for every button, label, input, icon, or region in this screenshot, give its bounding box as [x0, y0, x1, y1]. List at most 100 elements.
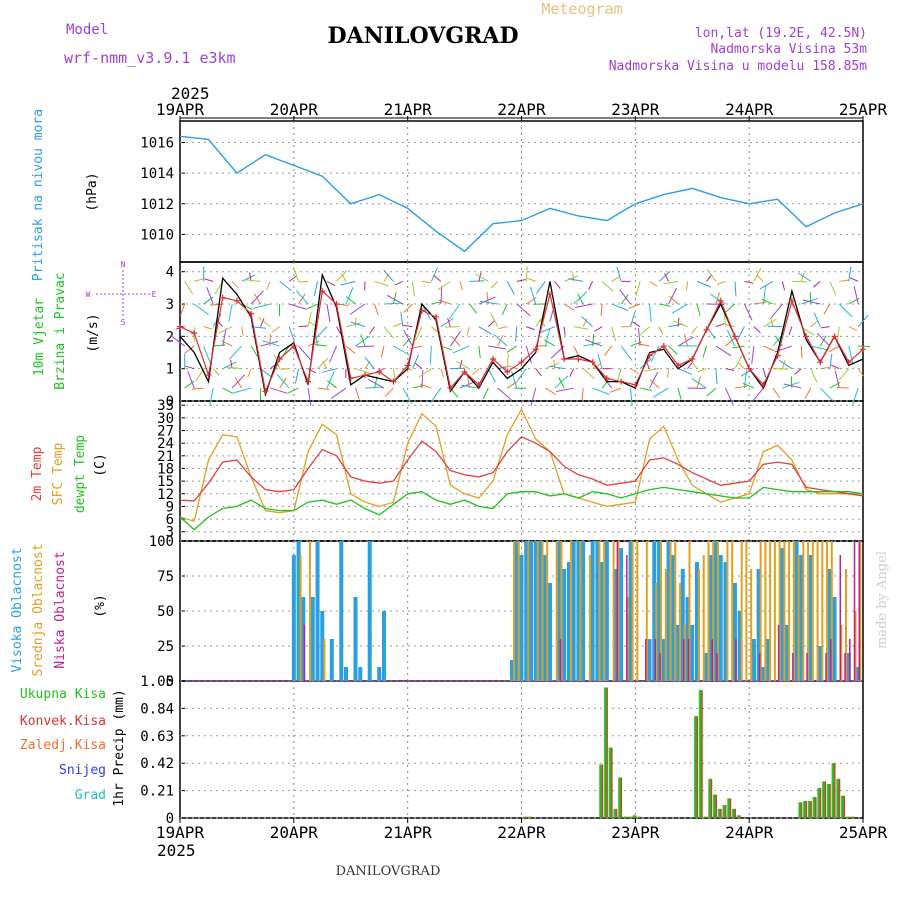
wind-arrow: [419, 369, 431, 377]
wind-arrow: [441, 369, 444, 378]
cloud-bar-srednja: [679, 583, 681, 681]
precip-bar-total: [599, 765, 602, 818]
wind-arrow: [782, 281, 784, 290]
temp-ylabel2: SFC Temp: [51, 443, 66, 506]
wind-arrow: [517, 304, 531, 316]
wind-arrow: [450, 331, 460, 346]
wind-arrow: [456, 361, 469, 369]
precip-bar-total: [822, 781, 825, 818]
wind-gust-marker: [832, 333, 838, 339]
wind-arrow: [479, 346, 480, 358]
wind-arrow: [295, 369, 298, 384]
wind-gust-marker: [191, 330, 197, 336]
wind-arrow: [180, 304, 184, 315]
model-value: wrf-nmm_v3.9.1 e3km: [64, 49, 236, 67]
wind-arrow: [342, 274, 347, 282]
cloud-bar-visoka: [619, 548, 623, 681]
cloud-bar-niska: [778, 625, 780, 681]
cloud-bar-niska: [825, 653, 827, 681]
wind-arrow: [277, 374, 289, 388]
wind-arrow: [612, 304, 629, 310]
panel-frame-temp: [180, 401, 863, 541]
wind-arrow: [213, 369, 219, 376]
cloud-bar-niska: [792, 653, 794, 681]
wind-arrow: [820, 367, 829, 368]
wind-ytick-label: 3: [166, 297, 174, 313]
cloud-bar-srednja: [726, 541, 728, 681]
wind-arrow: [754, 327, 760, 333]
legend-snijeg: Snijeg: [59, 763, 106, 778]
wind-arrow: [415, 363, 422, 369]
cloud-bar-niska: [859, 541, 861, 681]
wind-arrow: [798, 273, 810, 281]
precip-bar-total: [851, 817, 854, 818]
wind-arrow: [467, 327, 469, 336]
wind-arrow: [831, 365, 839, 369]
cloud-bar-srednja: [821, 541, 823, 681]
wind-arrow: [365, 387, 383, 388]
cloud-bar-visoka: [368, 541, 372, 681]
cloud-bar-visoka: [833, 597, 837, 681]
wind-arrow: [631, 369, 639, 374]
cloud-bar-srednja: [745, 541, 747, 681]
wind-arrow: [792, 281, 807, 282]
wind-arrow: [801, 346, 802, 358]
precip-ytick-label: 0.42: [140, 756, 174, 772]
precip-bar-total: [846, 817, 849, 818]
cloud-bar-srednja: [741, 541, 743, 681]
wind-arrow: [280, 369, 289, 370]
cloud-bar-srednja: [731, 541, 733, 681]
wind-arrow: [678, 388, 681, 400]
wind-arrow: [204, 346, 210, 363]
wind-arrow: [270, 388, 287, 393]
precip-bar-total: [713, 795, 716, 818]
wind-arrow: [299, 346, 311, 360]
wind-arrow: [381, 346, 384, 358]
wind-arrow: [601, 304, 602, 316]
precip-bar-total: [609, 748, 612, 818]
wind-arrow: [356, 346, 374, 347]
wind-gust-marker: [433, 314, 439, 320]
wind-arrow: [507, 346, 517, 353]
wind-arrow: [491, 313, 498, 326]
wind-arrow: [617, 267, 621, 281]
cloud-bar-niska: [560, 639, 562, 681]
wind-arrow: [261, 341, 278, 346]
cloud-bar-visoka: [529, 541, 533, 681]
temp-units: (C): [93, 453, 108, 476]
cloud-bar-visoka: [690, 625, 694, 681]
wind-arrow: [246, 280, 261, 282]
wind-arrow: [659, 327, 663, 335]
wind-gust-marker: [561, 356, 567, 362]
precip-bar-total: [528, 817, 531, 818]
wind-arrow: [430, 346, 431, 364]
wind-arrow: [412, 281, 414, 296]
pressure-units: (hPa): [85, 172, 100, 211]
cloud-bar-visoka: [605, 541, 609, 681]
time-label-bottom: 22APR: [497, 823, 546, 842]
cloud-bar-niska: [711, 639, 713, 681]
cloud-bar-srednja: [750, 569, 752, 681]
cloud-bar-visoka: [591, 541, 595, 681]
cloud-bar-srednja: [703, 555, 705, 681]
wind-arrow: [296, 290, 308, 304]
wind-arrow: [232, 281, 238, 288]
wind-arrow: [395, 281, 403, 285]
wind-arrow: [805, 388, 811, 398]
wind-arrow: [631, 312, 635, 326]
time-label-bottom: 24APR: [725, 823, 774, 842]
precip-bar-total: [613, 809, 616, 818]
wind-arrow: [317, 327, 327, 338]
wind-arrow: [763, 286, 765, 304]
cloud-bar-srednja: [556, 541, 558, 681]
wind-arrow: [763, 369, 765, 378]
wind-arrow: [507, 281, 514, 294]
wind-gust-marker: [618, 379, 624, 385]
cloud-bar-srednja: [798, 555, 800, 681]
cloud-bar-visoka: [377, 667, 381, 681]
pressure-ytick-label: 1014: [140, 166, 174, 182]
precip-ytick-label: 0.84: [140, 701, 174, 717]
wind-arrow: [850, 278, 858, 282]
